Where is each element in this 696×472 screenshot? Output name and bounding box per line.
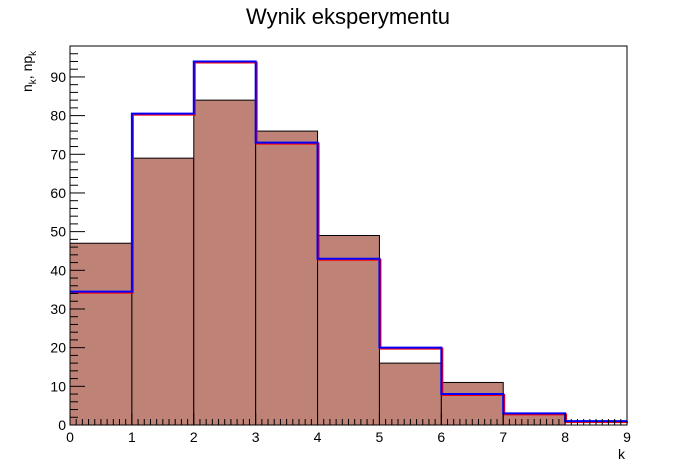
y-tick-label: 10	[50, 378, 66, 394]
y-tick-label: 40	[50, 262, 66, 278]
histogram-bar	[193, 99, 257, 426]
histogram-bar	[69, 242, 133, 426]
expected-step-line	[70, 60, 627, 423]
histogram-bar	[378, 362, 442, 426]
x-tick-label: 6	[437, 429, 445, 445]
y-axis-label-sub1: k	[28, 78, 39, 84]
y-axis-label-sub2: k	[28, 50, 39, 56]
x-tick-label: 2	[190, 429, 198, 445]
y-tick-label: 60	[50, 185, 66, 201]
x-tick-label: 9	[623, 429, 631, 445]
y-tick-label: 90	[50, 69, 66, 85]
x-axis-label: k	[618, 446, 626, 462]
chart-title: Wynik eksperymentu	[246, 4, 450, 29]
y-axis-label-main: n	[19, 84, 35, 92]
y-tick-label: 50	[50, 224, 66, 240]
x-tick-label: 1	[128, 429, 136, 445]
histogram-bar	[440, 381, 504, 426]
y-tick-label: 30	[50, 301, 66, 317]
y-tick-label: 80	[50, 108, 66, 124]
x-tick-label: 8	[561, 429, 569, 445]
y-tick-label: 70	[50, 146, 66, 162]
y-tick-label: 20	[50, 340, 66, 356]
y-tick-label: 0	[58, 417, 66, 433]
y-axis-label: nk, npk	[19, 50, 39, 92]
x-tick-label: 7	[499, 429, 507, 445]
x-tick-label: 0	[66, 429, 74, 445]
x-tick-label: 3	[252, 429, 260, 445]
x-tick-label: 4	[314, 429, 322, 445]
x-tick-label: 5	[376, 429, 384, 445]
y-axis-label-mid: , np	[19, 56, 35, 80]
histogram-bar	[131, 157, 195, 426]
histogram-bar	[255, 130, 319, 426]
histogram-bar	[317, 235, 380, 426]
